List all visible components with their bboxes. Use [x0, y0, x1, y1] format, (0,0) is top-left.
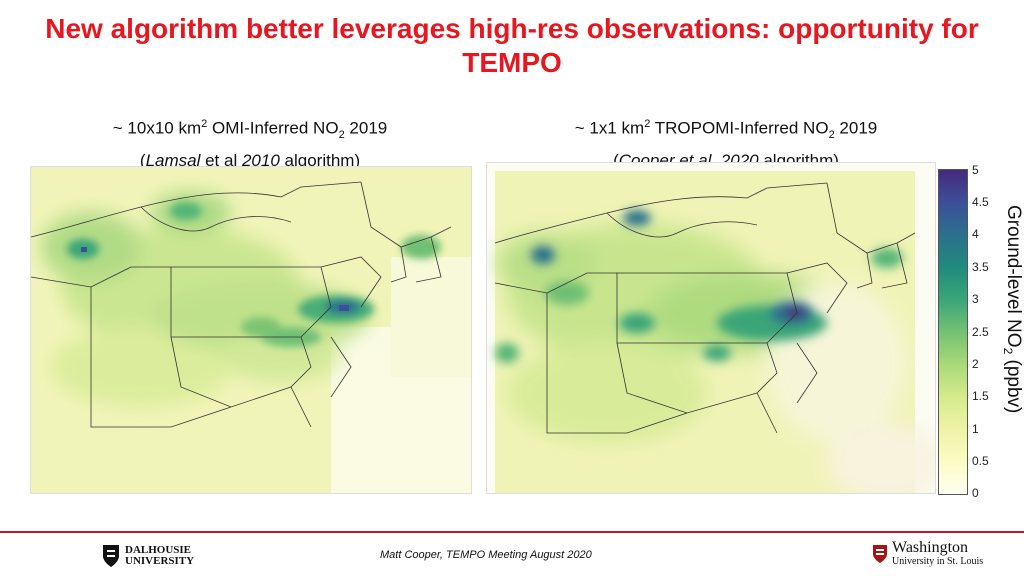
colorbar-tick: 0.5 — [972, 454, 989, 468]
colorbar-tick: 3 — [972, 292, 979, 306]
colorbar-tick: 4 — [972, 227, 979, 241]
left-map-caption: ~ 10x10 km2 OMI-Inferred NO2 2019 (Lamsa… — [112, 118, 388, 171]
omi-no2-map — [30, 166, 472, 494]
colorbar-label: Ground-level NO2 (ppbv) — [1001, 205, 1024, 414]
no2-colorbar — [938, 169, 968, 495]
right-map-caption: ~ 1x1 km2 TROPOMI-Inferred NO2 2019 (Coo… — [574, 118, 878, 171]
colorbar-tick: 1.5 — [972, 389, 989, 403]
shield-icon — [873, 545, 887, 563]
slide-title: New algorithm better leverages high-res … — [45, 13, 979, 78]
colorbar-tick: 2.5 — [972, 325, 989, 339]
shield-icon — [103, 545, 119, 567]
colorbar-tick: 2 — [972, 357, 979, 371]
colorbar-tick: 5 — [972, 163, 979, 177]
dalhousie-logo: DALHOUSIE UNIVERSITY — [102, 543, 194, 569]
colorbar-tick: 4.5 — [972, 195, 989, 209]
colorbar-tick: 1 — [972, 422, 979, 436]
colorbar-tick: 3.5 — [972, 260, 989, 274]
washu-logo: Washington University in St. Louis — [872, 540, 983, 568]
footer-divider — [0, 531, 1024, 533]
colorbar-tick: 0 — [972, 486, 979, 500]
tropomi-no2-map — [486, 162, 936, 494]
footer-credit: Matt Cooper, TEMPO Meeting August 2020 — [380, 549, 592, 561]
